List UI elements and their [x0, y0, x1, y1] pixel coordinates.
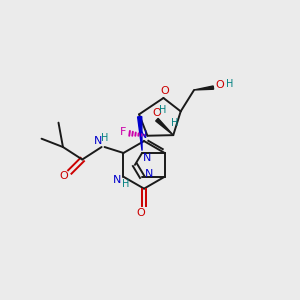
Text: O: O [160, 86, 169, 96]
Text: H: H [122, 179, 130, 189]
Text: O: O [59, 171, 68, 181]
Text: H: H [226, 79, 233, 89]
Polygon shape [194, 86, 214, 90]
Text: N: N [113, 175, 121, 185]
Text: O: O [152, 108, 161, 118]
Text: O: O [216, 80, 224, 90]
Text: H: H [101, 133, 108, 143]
Text: H: H [159, 105, 167, 115]
Polygon shape [156, 118, 173, 135]
Text: N: N [144, 169, 153, 179]
Text: N: N [94, 136, 102, 146]
Text: H: H [171, 118, 178, 128]
Text: N: N [138, 130, 147, 140]
Text: F: F [120, 127, 126, 137]
Text: O: O [137, 208, 146, 218]
Polygon shape [138, 117, 142, 151]
Text: N: N [143, 153, 152, 163]
